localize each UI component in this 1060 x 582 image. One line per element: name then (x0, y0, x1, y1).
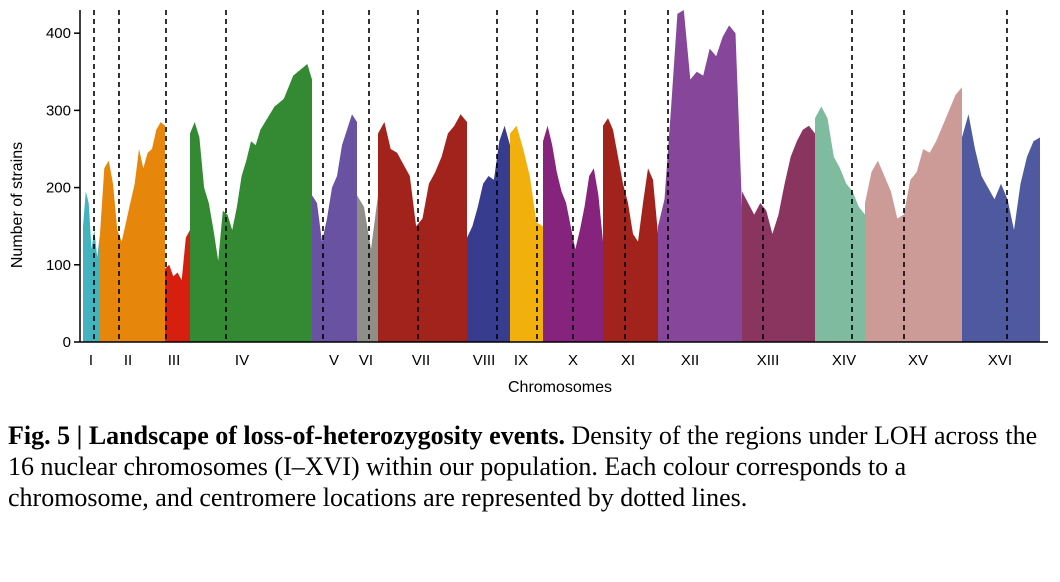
area-chromosome-xv (865, 87, 962, 342)
chromosome-labels: I II III IV V VI VII VIII IX X XI XII XIII XIV XV XVI (89, 352, 1012, 369)
chromosome-label-xiii: XIII (757, 352, 780, 369)
area-chromosome-xii (658, 10, 742, 342)
area-chromosome-xi (603, 118, 658, 342)
area-chromosome-v (312, 114, 357, 342)
y-tick-label: 100 (46, 257, 71, 274)
chromosome-areas (83, 10, 1040, 342)
chromosome-label-xv: XV (908, 352, 928, 369)
chromosome-label-xi: XI (621, 352, 635, 369)
chromosome-label-ii: II (124, 352, 132, 369)
chromosome-label-vi: VI (359, 352, 373, 369)
caption-text: Density of the regions under LOH across … (8, 421, 1038, 512)
area-chromosome-xiv (815, 106, 865, 342)
area-chromosome-i (83, 191, 100, 342)
y-tick-label: 0 (63, 334, 71, 351)
chromosome-label-x: X (568, 352, 578, 369)
chromosome-label-ix: IX (514, 352, 528, 369)
axes (79, 10, 1048, 343)
area-chromosome-iv (190, 64, 312, 342)
chromosome-label-iii: III (168, 352, 181, 369)
chromosome-label-xvi: XVI (988, 352, 1012, 369)
area-chromosome-vi (357, 195, 378, 342)
figure-caption: Fig. 5 | Landscape of loss-of-heterozygo… (8, 420, 1048, 513)
area-chromosome-x (543, 125, 603, 342)
area-chromosome-viii (467, 125, 510, 342)
y-axis-title: Number of strains (9, 142, 26, 268)
chromosome-label-i: I (89, 352, 93, 369)
y-tick-label: 200 (46, 180, 71, 197)
area-chromosome-iii (165, 230, 190, 342)
area-chromosome-xvi (962, 114, 1040, 342)
caption-label: Fig. 5 | Landscape of loss-of-heterozygo… (8, 421, 565, 450)
chromosome-label-iv: IV (235, 352, 249, 369)
area-chromosome-ix (510, 125, 543, 342)
y-tick-label: 300 (46, 102, 71, 119)
x-axis-title: Chromosomes (508, 379, 612, 396)
area-chromosome-ii (100, 122, 165, 342)
y-ticks: 0 100 200 300 400 (46, 25, 80, 351)
area-chromosome-vii (378, 114, 467, 342)
chromosome-label-v: V (329, 352, 339, 369)
centromere-lines (93, 10, 1008, 342)
chromosome-label-vii: VII (412, 352, 430, 369)
chromosome-label-xiv: XIV (832, 352, 856, 369)
y-tick-label: 400 (46, 25, 71, 42)
chromosome-label-xii: XII (681, 352, 699, 369)
chromosome-label-viii: VIII (473, 352, 496, 369)
area-chromosome-xiii (742, 125, 815, 342)
